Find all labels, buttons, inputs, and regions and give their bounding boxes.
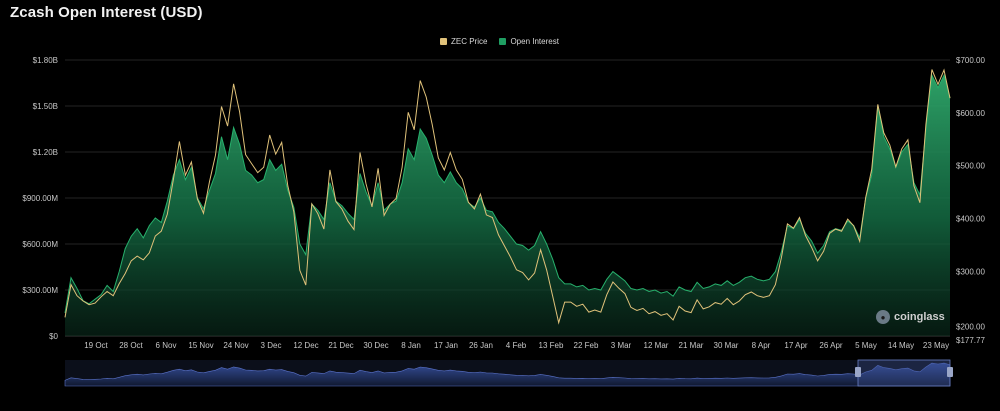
x-tick-label: 5 May xyxy=(855,341,877,350)
x-tick-label: 4 Feb xyxy=(506,341,527,350)
y-right-tick-label: $177.77 xyxy=(956,336,985,345)
navigator[interactable] xyxy=(64,359,953,387)
y-left-tick-label: $900.00M xyxy=(22,194,58,203)
x-tick-label: 23 May xyxy=(923,341,949,350)
x-tick-label: 3 Dec xyxy=(261,341,282,350)
legend-item-oi[interactable]: Open Interest xyxy=(499,37,559,46)
x-tick-label: 21 Mar xyxy=(679,341,704,350)
y-right-tick-label: $300.00 xyxy=(956,267,985,276)
coinglass-logo: ● coinglass xyxy=(876,310,945,324)
y-right-tick-label: $500.00 xyxy=(956,162,985,171)
x-tick-label: 19 Oct xyxy=(84,341,108,350)
open-interest-area xyxy=(65,75,950,337)
legend-label-price: ZEC Price xyxy=(451,37,488,46)
x-tick-label: 15 Nov xyxy=(188,341,213,350)
coinglass-icon: ● xyxy=(876,310,890,324)
x-tick-label: 17 Jan xyxy=(434,341,458,350)
x-tick-label: 14 May xyxy=(888,341,914,350)
legend-label-oi: Open Interest xyxy=(510,37,559,46)
x-tick-label: 21 Dec xyxy=(328,341,353,350)
y-right-tick-label: $700.00 xyxy=(956,56,985,65)
x-tick-label: 13 Feb xyxy=(539,341,564,350)
zec-price-line xyxy=(64,68,951,325)
y-left-tick-label: $1.50B xyxy=(33,102,58,111)
x-tick-label: 3 Mar xyxy=(611,341,632,350)
chart-title: Zcash Open Interest (USD) xyxy=(10,4,203,21)
navigator-selection xyxy=(857,359,951,387)
y-left-tick-label: $1.20B xyxy=(33,148,58,157)
y-axis-right: $177.77 $200.00 $300.00 $400.00 $500.00 $600.… xyxy=(956,56,985,345)
x-tick-label: 26 Jan xyxy=(469,341,493,350)
y-left-tick-label: $1.80B xyxy=(33,56,58,65)
legend-swatch-oi xyxy=(499,38,507,45)
x-tick-label: 26 Apr xyxy=(819,341,842,350)
navigator-series xyxy=(64,362,951,387)
legend-item-price[interactable]: ZEC Price xyxy=(440,37,487,46)
chart-legend: ZEC Price Open Interest xyxy=(440,37,559,46)
x-axis: 19 Oct 28 Oct 6 Nov 15 Nov 24 Nov 3 Dec 12 Dec… xyxy=(84,341,949,350)
y-axis-left: $0 $300.00M $600.00M $900.00M $1.20B $1.50B $1… xyxy=(22,56,58,341)
x-tick-label: 22 Feb xyxy=(574,341,599,350)
y-right-tick-label: $200.00 xyxy=(956,322,985,331)
y-left-tick-label: $600.00M xyxy=(22,240,58,249)
x-tick-label: 24 Nov xyxy=(223,341,248,350)
y-right-tick-label: $600.00 xyxy=(956,109,985,118)
y-left-tick-label: $300.00M xyxy=(22,286,58,295)
x-tick-label: 6 Nov xyxy=(156,341,177,350)
x-tick-label: 8 Apr xyxy=(752,341,771,350)
x-tick-label: 17 Apr xyxy=(784,341,807,350)
navigator-handle-right xyxy=(947,367,953,377)
x-tick-label: 30 Mar xyxy=(714,341,739,350)
x-tick-label: 12 Dec xyxy=(293,341,318,350)
navigator-handle-left xyxy=(855,367,861,377)
x-tick-label: 8 Jan xyxy=(401,341,421,350)
y-right-tick-label: $400.00 xyxy=(956,215,985,224)
y-left-tick-label: $0 xyxy=(49,332,58,341)
x-tick-label: 28 Oct xyxy=(119,341,143,350)
legend-swatch-price xyxy=(440,38,447,45)
x-tick-label: 30 Dec xyxy=(363,341,388,350)
brand-name: coinglass xyxy=(894,311,945,323)
x-tick-label: 12 Mar xyxy=(644,341,669,350)
